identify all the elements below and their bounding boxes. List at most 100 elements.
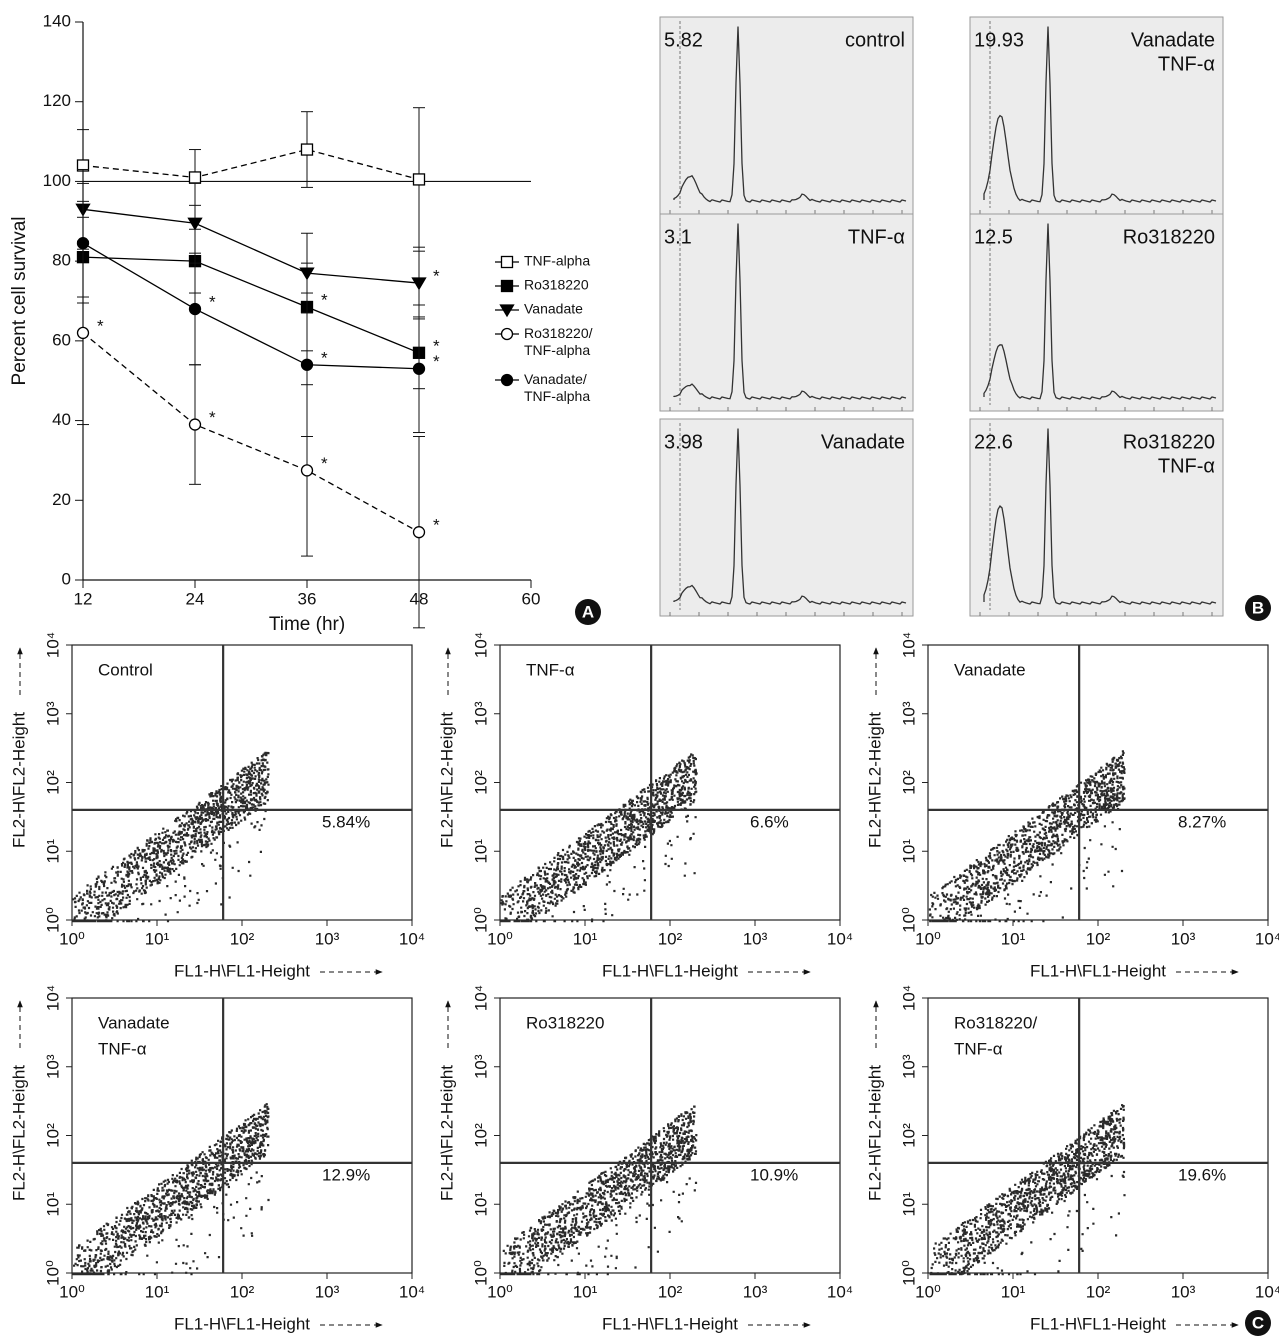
y-tick-label: 40 bbox=[52, 410, 71, 429]
sample-label: Ro318220 bbox=[526, 1013, 604, 1032]
point bbox=[414, 363, 425, 374]
sample-label: TNF-α bbox=[1158, 455, 1215, 477]
legend-label: Vanadate/TNF-alpha bbox=[524, 371, 590, 404]
point bbox=[302, 359, 313, 370]
y-tick-label: 140 bbox=[43, 11, 71, 30]
y-tick-label: 20 bbox=[52, 490, 71, 509]
panel-label: B bbox=[1252, 598, 1264, 617]
y-axis-title: FL2-H\FL2-Height bbox=[865, 712, 884, 848]
x-tick-label: 10³ bbox=[315, 1282, 340, 1301]
legend-marker bbox=[502, 329, 513, 340]
significance-mark: * bbox=[433, 516, 440, 535]
y-tick-label: 10⁰ bbox=[43, 1260, 62, 1286]
point bbox=[302, 465, 313, 476]
x-tick-label: 10⁰ bbox=[915, 929, 941, 948]
series-line bbox=[83, 333, 419, 532]
y-tick-label: 10⁴ bbox=[899, 985, 918, 1011]
y-tick-label: 0 bbox=[62, 569, 71, 588]
x-tick-label: 10⁰ bbox=[487, 929, 513, 948]
percent-label: 6.6% bbox=[750, 812, 789, 831]
panel-label: A bbox=[582, 602, 594, 621]
point bbox=[413, 278, 426, 289]
percent-label: 12.9% bbox=[322, 1165, 370, 1184]
point bbox=[189, 218, 202, 229]
x-tick-label: 10¹ bbox=[1001, 929, 1026, 948]
y-tick-label: 10⁰ bbox=[899, 907, 918, 933]
legend-label: Ro318220 bbox=[524, 277, 589, 293]
x-tick-label: 10² bbox=[1086, 929, 1111, 948]
y-tick-label: 10⁴ bbox=[43, 632, 62, 658]
x-tick-label: 10³ bbox=[1171, 1282, 1196, 1301]
x-tick-label: 10⁴ bbox=[399, 1282, 425, 1301]
percent-label: 10.9% bbox=[750, 1165, 798, 1184]
x-tick-label: 10¹ bbox=[145, 1282, 170, 1301]
sample-label: Vanadate bbox=[954, 660, 1026, 679]
sub-g1-percent: 19.93 bbox=[974, 29, 1024, 51]
sample-label: Vanadate bbox=[1131, 29, 1215, 51]
x-tick-label: 10¹ bbox=[145, 929, 170, 948]
y-tick-label: 10¹ bbox=[471, 1192, 490, 1217]
x-tick-label: 10³ bbox=[315, 929, 340, 948]
sample-label: Vanadate bbox=[821, 431, 905, 453]
significance-mark: * bbox=[321, 290, 328, 309]
legend-marker bbox=[502, 375, 513, 386]
x-tick-label: 10² bbox=[230, 929, 255, 948]
x-axis-title: FL1-H\FL1-Height bbox=[602, 961, 738, 980]
significance-mark: * bbox=[433, 267, 440, 286]
figure: 0204060801001201401224364860Time (hr)Per… bbox=[0, 0, 1279, 1338]
significance-mark: * bbox=[321, 454, 328, 473]
series-line bbox=[83, 209, 419, 283]
point bbox=[302, 144, 313, 155]
y-tick-label: 10⁰ bbox=[471, 907, 490, 933]
sub-g1-percent: 12.5 bbox=[974, 226, 1013, 248]
point bbox=[78, 238, 89, 249]
x-axis-title: FL1-H\FL1-Height bbox=[602, 1314, 738, 1333]
sample-label: TNF-α bbox=[954, 1039, 1003, 1058]
y-tick-label: 10⁰ bbox=[899, 1260, 918, 1286]
significance-mark: * bbox=[209, 292, 216, 311]
percent-label: 8.27% bbox=[1178, 812, 1226, 831]
percent-label: 19.6% bbox=[1178, 1165, 1226, 1184]
significance-mark: * bbox=[321, 348, 328, 367]
y-tick-label: 10⁰ bbox=[43, 907, 62, 933]
significance-mark: * bbox=[209, 408, 216, 427]
x-tick-label: 10⁰ bbox=[915, 1282, 941, 1301]
x-tick-label: 10² bbox=[658, 929, 683, 948]
point bbox=[190, 172, 201, 183]
point bbox=[414, 527, 425, 538]
y-tick-label: 10¹ bbox=[471, 839, 490, 864]
series-line bbox=[83, 150, 419, 180]
x-tick-label: 10³ bbox=[743, 1282, 768, 1301]
sample-label: control bbox=[845, 29, 905, 51]
legend-marker bbox=[502, 257, 513, 268]
x-tick-label: 10⁴ bbox=[827, 1282, 853, 1301]
sample-label: Control bbox=[98, 660, 153, 679]
x-tick-label: 60 bbox=[522, 589, 541, 608]
series-line bbox=[83, 243, 419, 369]
x-tick-label: 10⁴ bbox=[399, 929, 425, 948]
y-tick-label: 10¹ bbox=[43, 839, 62, 864]
x-tick-label: 36 bbox=[298, 589, 317, 608]
y-tick-label: 10³ bbox=[899, 701, 918, 726]
x-tick-label: 10² bbox=[230, 1282, 255, 1301]
y-tick-label: 80 bbox=[52, 251, 71, 270]
sample-label: TNF-α bbox=[526, 660, 575, 679]
y-axis-title: FL2-H\FL2-Height bbox=[437, 712, 456, 848]
x-tick-label: 10⁴ bbox=[827, 929, 853, 948]
point bbox=[190, 303, 201, 314]
sample-label: Ro318220 bbox=[1123, 226, 1215, 248]
y-tick-label: 10⁴ bbox=[43, 985, 62, 1011]
x-tick-label: 10¹ bbox=[573, 929, 598, 948]
y-tick-label: 10³ bbox=[43, 1054, 62, 1079]
y-tick-label: 10² bbox=[471, 770, 490, 795]
series-line bbox=[83, 257, 419, 353]
significance-mark: * bbox=[97, 316, 104, 335]
y-tick-label: 10² bbox=[471, 1123, 490, 1148]
legend-label: TNF-alpha bbox=[524, 253, 590, 269]
y-tick-label: 10⁴ bbox=[899, 632, 918, 658]
y-tick-label: 10² bbox=[43, 770, 62, 795]
y-axis-title: Percent cell survival bbox=[9, 217, 30, 386]
y-tick-label: 10¹ bbox=[899, 839, 918, 864]
legend-label: Vanadate bbox=[524, 301, 583, 317]
y-tick-label: 10² bbox=[899, 1123, 918, 1148]
